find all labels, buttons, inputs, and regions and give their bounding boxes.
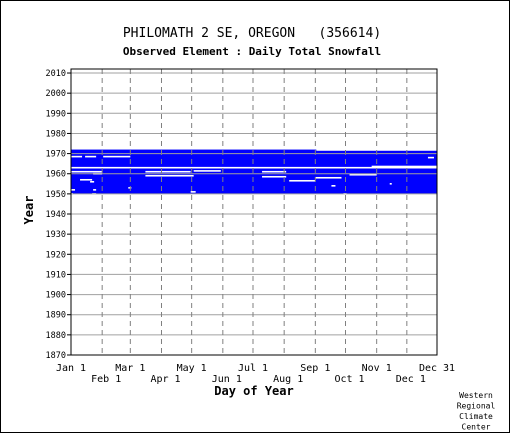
- x-tick-label-2: May 1: [177, 363, 207, 374]
- x-tick-label-lower-0: Feb 1: [91, 374, 121, 385]
- data-gap-10: [145, 174, 194, 177]
- chart-subtitle: Observed Element : Daily Total Snowfall: [123, 45, 381, 58]
- plot-border: [70, 68, 438, 356]
- data-gap-12: [262, 175, 287, 178]
- data-gap-21: [71, 189, 76, 191]
- credit-line-0: Western: [459, 391, 493, 400]
- y-tick-label-1960: 1960: [46, 170, 66, 180]
- data-gap-28: [316, 149, 437, 151]
- x-tick-label-0: Jan 1: [56, 363, 86, 374]
- data-gap-19: [331, 185, 336, 187]
- x-tick-label-6: Dec 31: [419, 363, 455, 374]
- y-tick-label-2010: 2010: [46, 69, 66, 79]
- data-gap-14: [349, 173, 377, 176]
- credit-line-2: Climate: [459, 412, 493, 421]
- x-tick-label-1: Mar 1: [115, 363, 145, 374]
- data-gap-16: [90, 180, 95, 183]
- data-gap-24: [190, 191, 196, 193]
- y-tick-label-2000: 2000: [46, 89, 66, 99]
- data-gap-6: [371, 165, 437, 168]
- x-tick-label-4: Sep 1: [300, 363, 330, 374]
- y-tick-label-1970: 1970: [46, 150, 66, 160]
- data-gap-27: [71, 194, 97, 196]
- y-tick-label-1900: 1900: [46, 291, 66, 301]
- x-tick-label-3: Jul 1: [238, 363, 268, 374]
- data-gap-4: [71, 166, 437, 169]
- y-tick-label-1870: 1870: [46, 351, 66, 361]
- data-gap-8: [145, 170, 191, 173]
- x-tick-label-lower-2: Jun 1: [212, 374, 242, 385]
- credit-line-3: Center: [462, 423, 491, 432]
- data-gap-22: [93, 189, 97, 191]
- x-tick-label-lower-3: Aug 1: [273, 374, 303, 385]
- data-gap-29: [97, 194, 131, 196]
- x-tick-label-lower-1: Apr 1: [150, 374, 180, 385]
- data-gap-17: [289, 179, 316, 182]
- x-tick-label-5: Nov 1: [362, 363, 392, 374]
- data-gap-0: [71, 155, 83, 158]
- y-tick-label-1930: 1930: [46, 230, 66, 240]
- data-gap-9: [193, 170, 221, 172]
- data-gap-3: [427, 156, 434, 159]
- y-tick-label-1880: 1880: [46, 331, 66, 341]
- plot-area: [71, 69, 437, 355]
- x-axis-label: Day of Year: [214, 384, 293, 398]
- y-tick-label-1980: 1980: [46, 129, 66, 139]
- data-gap-13: [315, 176, 342, 179]
- x-tick-label-lower-5: Dec 1: [396, 374, 426, 385]
- record-periods: [71, 149, 437, 194]
- data-gap-15: [80, 178, 93, 181]
- record-period-0: [71, 149, 437, 194]
- data-gap-1: [85, 155, 97, 158]
- y-axis-label: Year: [22, 196, 36, 225]
- credit-line-1: Regional: [457, 402, 496, 411]
- data-gap-5: [71, 170, 103, 173]
- data-gap-30: [353, 194, 377, 196]
- y-tick-label-1940: 1940: [46, 210, 66, 220]
- data-gap-18: [128, 187, 132, 189]
- y-tick-label-1920: 1920: [46, 250, 66, 260]
- data-gaps: [71, 149, 437, 196]
- x-axis-ticks: Jan 1 Mar 1 May 1 Jul 1 Sep 1 Nov 1 Dec 31 Feb …: [56, 363, 455, 385]
- data-gap-31: [399, 194, 437, 196]
- y-tick-label-1990: 1990: [46, 109, 66, 119]
- y-tick-label-1910: 1910: [46, 270, 66, 280]
- data-gap-2: [103, 155, 131, 158]
- x-tick-label-lower-4: Oct 1: [334, 374, 364, 385]
- y-axis-ticks: 1870 1880 1890 1900 1910 1920 1930 1940 1950 1960…: [46, 69, 71, 361]
- y-tick-label-1890: 1890: [46, 311, 66, 321]
- data-gap-11: [262, 170, 287, 173]
- vertical-gridlines: [101, 69, 408, 355]
- y-tick-label-1950: 1950: [46, 190, 66, 200]
- data-gap-20: [389, 183, 392, 185]
- plot-background: [71, 69, 437, 355]
- chart-title: PHILOMATH 2 SE, OREGON (356614): [123, 26, 381, 41]
